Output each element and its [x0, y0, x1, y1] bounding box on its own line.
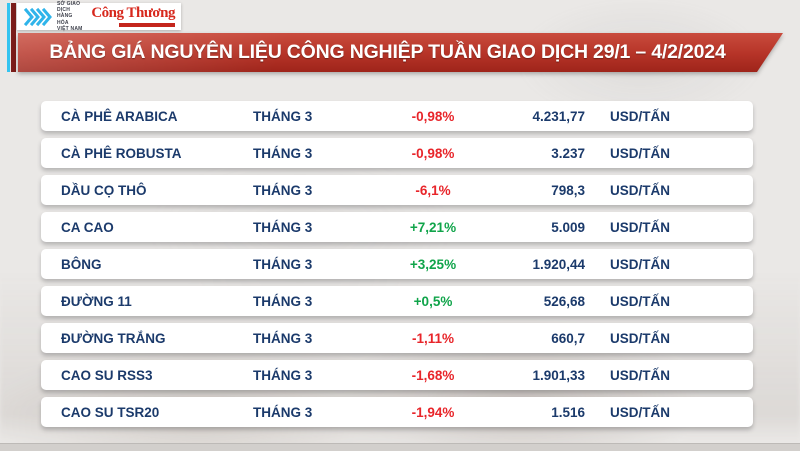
- table-row: CAO SU TSR20 THÁNG 3 -1,94% 1.516 USD/TẤ…: [41, 397, 753, 427]
- table-row: DẦU CỌ THÔ THÁNG 3 -6,1% 798,3 USD/TẤN: [41, 175, 753, 205]
- congthuong-logo-bar: [119, 23, 175, 27]
- table-row: CA CAO THÁNG 3 +7,21% 5.009 USD/TẤN: [41, 212, 753, 242]
- page-title: BẢNG GIÁ NGUYÊN LIỆU CÔNG NGHIỆP TUẦN GI…: [49, 41, 726, 63]
- change-percent: -0,98%: [411, 145, 455, 161]
- price-table: CÀ PHÊ ARABICA THÁNG 3 -0,98% 4.231,77 U…: [41, 101, 753, 427]
- price-unit: USD/TẤN: [610, 145, 670, 161]
- commodity-name: DẦU CỌ THÔ: [61, 182, 147, 198]
- commodity-name: CÀ PHÊ ROBUSTA: [61, 145, 182, 161]
- contract-month: THÁNG 3: [253, 182, 313, 198]
- table-row: ĐƯỜNG TRẮNG THÁNG 3 -1,11% 660,7 USD/TẤN: [41, 323, 753, 353]
- price-value: 660,7: [551, 330, 585, 346]
- table-row: CÀ PHÊ ARABICA THÁNG 3 -0,98% 4.231,77 U…: [41, 101, 753, 131]
- contract-month: THÁNG 3: [253, 367, 313, 383]
- price-unit: USD/TẤN: [610, 219, 670, 235]
- contract-month: THÁNG 3: [253, 219, 313, 235]
- bottom-strip: [0, 443, 800, 451]
- contract-month: THÁNG 3: [253, 330, 313, 346]
- contract-month: THÁNG 3: [253, 293, 313, 309]
- commodity-name: CAO SU TSR20: [61, 404, 160, 420]
- price-unit: USD/TẤN: [610, 367, 670, 383]
- congthuong-logo: Công Thương: [91, 6, 175, 27]
- contract-month: THÁNG 3: [253, 145, 313, 161]
- mxv-chevrons-icon: [23, 7, 52, 26]
- price-value: 1.920,44: [532, 256, 585, 272]
- price-value: 5.009: [551, 219, 585, 235]
- contract-month: THÁNG 3: [253, 108, 313, 124]
- title-banner-shape: BẢNG GIÁ NGUYÊN LIỆU CÔNG NGHIỆP TUẦN GI…: [18, 33, 783, 72]
- logo-box: SỞ GIAO DỊCH HÀNG HÓA VIỆT NAM Công Thươ…: [17, 0, 181, 32]
- commodity-name: CÀ PHÊ ARABICA: [61, 108, 178, 124]
- price-unit: USD/TẤN: [610, 293, 670, 309]
- change-percent: +3,25%: [409, 256, 457, 272]
- change-percent: -0,98%: [411, 108, 455, 124]
- price-unit: USD/TẤN: [610, 182, 670, 198]
- change-percent: -1,94%: [411, 404, 455, 420]
- contract-month: THÁNG 3: [253, 256, 313, 272]
- commodity-name: BÔNG: [61, 256, 102, 272]
- price-unit: USD/TẤN: [610, 404, 670, 420]
- price-value: 4.231,77: [532, 108, 585, 124]
- table-row: ĐƯỜNG 11 THÁNG 3 +0,5% 526,68 USD/TẤN: [41, 286, 753, 316]
- commodity-name: ĐƯỜNG 11: [61, 293, 132, 309]
- title-banner: BẢNG GIÁ NGUYÊN LIỆU CÔNG NGHIỆP TUẦN GI…: [18, 33, 783, 72]
- price-value: 1.516: [551, 404, 585, 420]
- contract-month: THÁNG 3: [253, 404, 313, 420]
- price-value: 1.901,33: [532, 367, 585, 383]
- change-percent: +7,21%: [409, 219, 457, 235]
- change-percent: -6,1%: [415, 182, 451, 198]
- congthuong-logo-text: Công Thương: [91, 5, 175, 21]
- table-row: BÔNG THÁNG 3 +3,25% 1.920,44 USD/TẤN: [41, 249, 753, 279]
- table-row: CÀ PHÊ ROBUSTA THÁNG 3 -0,98% 3.237 USD/…: [41, 138, 753, 168]
- price-unit: USD/TẤN: [610, 330, 670, 346]
- price-unit: USD/TẤN: [610, 108, 670, 124]
- table-row: CAO SU RSS3 THÁNG 3 -1,68% 1.901,33 USD/…: [41, 360, 753, 390]
- price-unit: USD/TẤN: [610, 256, 670, 272]
- change-percent: -1,11%: [411, 330, 455, 346]
- price-value: 526,68: [543, 293, 585, 309]
- price-value: 3.237: [551, 145, 585, 161]
- price-value: 798,3: [551, 182, 585, 198]
- mxv-logo-text: SỞ GIAO DỊCH HÀNG HÓA VIỆT NAM: [57, 0, 83, 32]
- change-percent: -1,68%: [411, 367, 455, 383]
- change-percent: +0,5%: [413, 293, 453, 309]
- commodity-name: ĐƯỜNG TRẮNG: [61, 330, 166, 346]
- left-accent-bar-cyan: [7, 3, 10, 72]
- commodity-name: CAO SU RSS3: [61, 367, 153, 383]
- left-accent-bar-maroon: [11, 3, 16, 72]
- commodity-name: CA CAO: [61, 219, 114, 235]
